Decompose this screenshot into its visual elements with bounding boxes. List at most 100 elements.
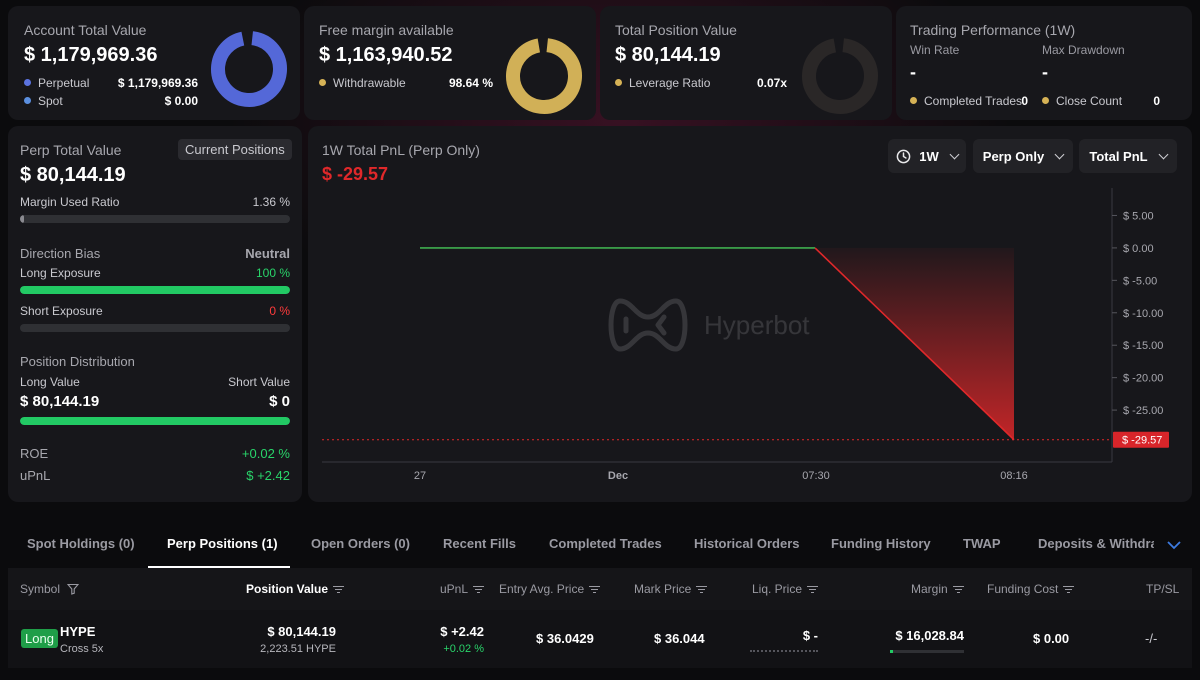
close-count-row: Close Count 0 xyxy=(1042,94,1160,108)
position-value-card: Total Position Value $ 80,144.19 Leverag… xyxy=(600,6,892,120)
tab-spot-holdings-0[interactable]: Spot Holdings (0) xyxy=(27,536,135,551)
position-distribution-label: Position Distribution xyxy=(20,354,135,369)
header-entry-price[interactable]: Entry Avg. Price xyxy=(499,582,601,596)
completed-trades-row: Completed Trades 0 xyxy=(910,94,1028,108)
sort-icon xyxy=(807,586,819,593)
free-margin-donut xyxy=(506,38,582,114)
tab-completed-trades[interactable]: Completed Trades xyxy=(549,536,662,551)
header-position-value-label: Position Value xyxy=(246,582,329,596)
free-margin-value: $ 1,163,940.52 xyxy=(319,44,453,66)
header-tpsl: TP/SL xyxy=(1146,582,1180,596)
long-exposure-fill xyxy=(20,286,290,294)
range-select[interactable]: 1W xyxy=(888,139,966,173)
scope-select[interactable]: Perp Only xyxy=(973,139,1073,173)
short-value-label: Short Value xyxy=(228,375,290,389)
win-rate-value: - xyxy=(910,62,916,82)
last-value-label: $ -29.57 xyxy=(1122,435,1162,447)
header-funding-cost[interactable]: Funding Cost xyxy=(987,582,1075,596)
mark-price-cell: $ 36.044 xyxy=(654,631,705,646)
upnl-pct-cell: +0.02 % xyxy=(443,643,484,655)
perp-total-value: $ 80,144.19 xyxy=(20,164,126,186)
account-donut-ring xyxy=(211,31,287,107)
position-value-donut-ring xyxy=(802,38,878,114)
more-tabs-chevron-icon[interactable] xyxy=(1166,539,1182,551)
tab-historical-orders[interactable]: Historical Orders xyxy=(694,536,800,551)
funding-cost-cell: $ 0.00 xyxy=(1033,631,1070,646)
header-margin[interactable]: Margin xyxy=(911,582,964,596)
direction-bias-label: Direction Bias xyxy=(20,246,101,261)
tab-deposits-withdraw[interactable]: Deposits & Withdraw xyxy=(1038,536,1154,551)
positions-table-header: Symbol Position Value uPnL Entry Avg. Pr… xyxy=(8,568,1192,610)
header-upnl[interactable]: uPnL xyxy=(440,582,485,596)
position-value-donut xyxy=(802,38,878,114)
tab-funding-history[interactable]: Funding History xyxy=(831,536,931,551)
y-tick-label: $ -10.00 xyxy=(1123,308,1163,320)
direction-bias-value: Neutral xyxy=(245,246,290,261)
performance-title: Trading Performance (1W) xyxy=(910,22,1076,38)
header-symbol[interactable]: Symbol xyxy=(20,582,80,596)
position-size-cell: 2,223.51 HYPE xyxy=(260,643,336,655)
y-tick-label: $ 0.00 xyxy=(1123,243,1154,255)
filter-icon[interactable] xyxy=(67,583,80,595)
header-mark-price[interactable]: Mark Price xyxy=(634,582,708,596)
max-drawdown-value: - xyxy=(1042,62,1048,82)
position-value-value: $ 80,144.19 xyxy=(615,44,721,66)
withdrawable-dot xyxy=(319,79,326,86)
tpsl-cell[interactable]: -/- xyxy=(1145,631,1158,646)
position-value-title: Total Position Value xyxy=(615,22,737,38)
margin-used-fill xyxy=(20,215,24,223)
roe-value: +0.02 % xyxy=(241,446,290,461)
account-total-value: $ 1,179,969.36 xyxy=(24,44,158,66)
spot-value: $ 0.00 xyxy=(164,94,198,108)
header-position-value[interactable]: Position Value xyxy=(246,582,345,596)
short-value-amount: $ 0 xyxy=(269,393,290,410)
spot-dot xyxy=(24,97,31,104)
y-tick-label: $ -15.00 xyxy=(1123,340,1163,352)
header-entry-price-label: Entry Avg. Price xyxy=(499,582,585,596)
entry-price-cell: $ 36.0429 xyxy=(536,631,594,646)
upnl-label: uPnL xyxy=(20,468,51,483)
x-tick-label: 08:16 xyxy=(1000,470,1028,482)
pnl-line-chart: $ 5.00 $ 0.00 $ -5.00 $ -10.00 $ -15.00 $ -20… xyxy=(322,188,1169,482)
hyperbot-watermark: Hyperbot xyxy=(606,293,810,357)
free-margin-donut-ring xyxy=(506,38,582,114)
clock-icon xyxy=(896,149,911,163)
perp-summary-panel: Perp Total Value Current Positions $ 80,… xyxy=(8,126,302,502)
free-margin-title: Free margin available xyxy=(319,22,454,38)
spot-row: Spot $ 0.00 xyxy=(24,94,198,108)
max-drawdown-label: Max Drawdown xyxy=(1042,43,1125,57)
y-tick-label: $ -5.00 xyxy=(1123,275,1157,287)
position-distribution-bar xyxy=(20,417,290,425)
negative-pnl-line xyxy=(814,247,1015,441)
scope-select-label: Perp Only xyxy=(982,148,1045,164)
current-positions-button[interactable]: Current Positions xyxy=(178,139,292,160)
win-rate-label: Win Rate xyxy=(910,43,960,57)
header-liq-price[interactable]: Liq. Price xyxy=(752,582,819,596)
short-exposure-bar xyxy=(20,324,290,332)
coin-symbol[interactable]: HYPE xyxy=(60,624,96,639)
sort-icon xyxy=(333,586,345,593)
sort-icon xyxy=(1063,586,1075,593)
tab-twap[interactable]: TWAP xyxy=(963,536,1001,551)
perp-total-title: Perp Total Value xyxy=(20,142,122,158)
withdrawable-label: Withdrawable xyxy=(333,76,406,90)
liq-price-gauge xyxy=(750,650,818,652)
withdrawable-row: Withdrawable 98.64 % xyxy=(319,76,493,90)
upnl-value: $ +2.42 xyxy=(246,468,290,483)
tab-perp-positions-1[interactable]: Perp Positions (1) xyxy=(167,536,278,551)
position-distribution-fill xyxy=(20,417,290,425)
metric-select[interactable]: Total PnL xyxy=(1079,139,1177,173)
table-row[interactable]: Long HYPE Cross 5x $ 80,144.19 2,223.51 … xyxy=(8,610,1192,668)
tab-open-orders-0[interactable]: Open Orders (0) xyxy=(311,536,410,551)
tab-recent-fills[interactable]: Recent Fills xyxy=(443,536,516,551)
pnl-chart-value: $ -29.57 xyxy=(322,164,389,184)
free-margin-card: Free margin available $ 1,163,940.52 Wit… xyxy=(304,6,596,120)
close-count-dot xyxy=(1042,97,1049,104)
leverage-dot xyxy=(615,79,622,86)
side-badge: Long xyxy=(21,629,58,648)
spot-label: Spot xyxy=(38,94,63,108)
withdrawable-value: 98.64 % xyxy=(448,76,493,90)
perpetual-value: $ 1,179,969.36 xyxy=(117,76,198,90)
long-value-label: Long Value xyxy=(20,375,80,389)
roe-label: ROE xyxy=(20,446,49,461)
